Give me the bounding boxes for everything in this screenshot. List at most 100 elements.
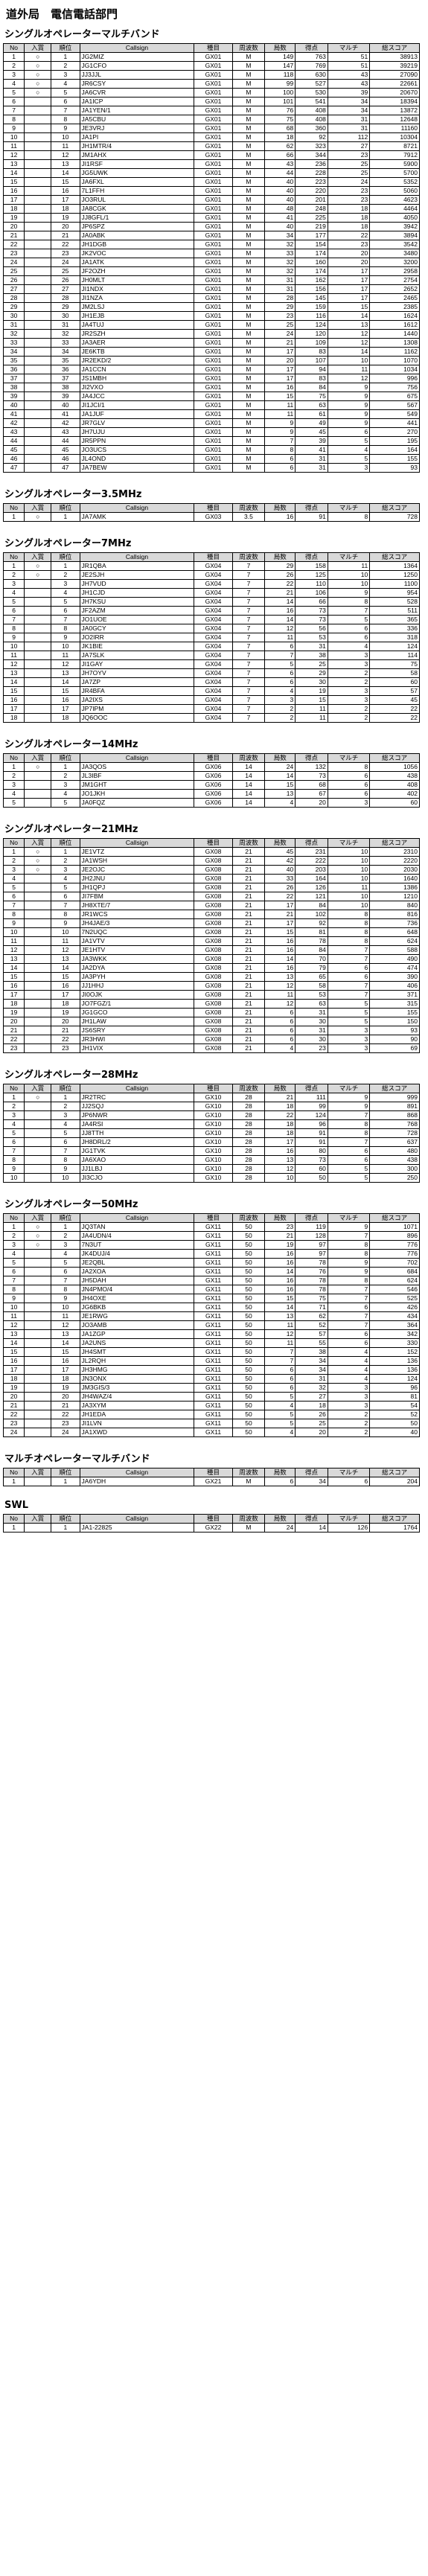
award-cell (24, 780, 52, 790)
qso-cell: 14 (264, 1303, 296, 1312)
award-cell (24, 615, 52, 624)
rank-cell: 4 (51, 789, 80, 799)
column-header: No (2, 1468, 25, 1477)
score-cell: 1056 (369, 762, 420, 772)
multi-cell: 8 (327, 762, 371, 772)
qso-cell: 147 (264, 61, 296, 71)
qso-cell: 32 (264, 266, 296, 276)
rank-cell: 1 (51, 847, 80, 857)
points-cell: 132 (295, 762, 328, 772)
frequency-cell: 14 (231, 789, 266, 799)
class-cell: GX10 (194, 1164, 233, 1174)
frequency-cell: 21 (231, 990, 266, 1000)
qso-cell: 11 (264, 1338, 296, 1348)
class-cell: GX10 (194, 1155, 233, 1165)
table-row: 10 10 JA1PI GX01 M 18 92 112 10304 (2, 132, 420, 142)
award-cell (24, 106, 52, 115)
frequency-cell: 50 (231, 1428, 266, 1437)
callsign-cell: JP6NWR (79, 1110, 195, 1120)
rank-cell: 34 (51, 347, 80, 357)
multi-cell: 51 (327, 52, 371, 62)
qso-cell: 24 (264, 1523, 296, 1533)
rank-cell: 15 (51, 177, 80, 187)
no-cell: 21 (2, 231, 25, 240)
award-cell (24, 1374, 52, 1384)
award-cell (24, 293, 52, 303)
multi-cell: 5 (327, 436, 371, 446)
multi-cell: 9 (327, 1258, 371, 1268)
no-cell: 8 (2, 1285, 25, 1294)
multi-cell: 5 (327, 1164, 371, 1174)
results-table: No 入賞 順位 Callsign 種目 周波数 局数 得点 マルチ 総スコア 1 ○ 1 JR1QBA G… (2, 552, 420, 723)
award-cell (24, 927, 52, 937)
frequency-cell: 7 (231, 561, 266, 571)
rank-cell: 46 (51, 454, 80, 464)
callsign-cell: JH4WAZ/4 (79, 1392, 195, 1402)
frequency-cell: M (231, 124, 266, 133)
award-cell (24, 1410, 52, 1419)
multi-cell: 6 (327, 972, 371, 982)
table-row: 19 19 JJ8GFL/1 GX01 M 41 225 18 4050 (2, 213, 420, 223)
callsign-cell: JH5DAH (79, 1276, 195, 1285)
callsign-cell: JA6FXL (79, 177, 195, 187)
multi-cell: 8 (327, 512, 371, 522)
points-cell: 248 (295, 204, 328, 214)
frequency-cell: 50 (231, 1285, 266, 1294)
qso-cell: 14 (264, 771, 296, 781)
class-cell: GX11 (194, 1258, 233, 1268)
points-cell: 156 (295, 284, 328, 294)
callsign-cell: JA1ATK (79, 258, 195, 267)
no-cell: 18 (2, 999, 25, 1009)
callsign-cell: 7N3UT (79, 1240, 195, 1250)
rank-cell: 2 (51, 570, 80, 580)
multi-cell: 22 (327, 231, 371, 240)
table-row: 1 1 JA1-22825 GX22 M 24 14 126 1764 (2, 1523, 420, 1533)
frequency-cell: M (231, 374, 266, 383)
score-cell: 364 (369, 1320, 420, 1330)
class-cell: GX21 (194, 1477, 233, 1486)
class-cell: GX08 (194, 874, 233, 883)
no-cell: 15 (2, 972, 25, 982)
rank-cell: 45 (51, 445, 80, 455)
qso-cell: 16 (264, 1285, 296, 1294)
points-cell: 26 (295, 1410, 328, 1419)
callsign-cell: JA4UDN/4 (79, 1231, 195, 1241)
class-cell: GX01 (194, 266, 233, 276)
callsign-cell: JA1VTV (79, 936, 195, 946)
class-cell: GX10 (194, 1093, 233, 1102)
multi-cell: 23 (327, 240, 371, 249)
award-cell (24, 186, 52, 196)
points-cell: 83 (295, 347, 328, 357)
multi-cell: 12 (327, 374, 371, 383)
points-cell: 124 (295, 1110, 328, 1120)
frequency-cell: 14 (231, 771, 266, 781)
callsign-cell: JA2UNS (79, 1338, 195, 1348)
points-cell: 15 (295, 695, 328, 705)
table-row: 1 ○ 1 JA3QOS GX06 14 24 132 8 1056 (2, 762, 420, 772)
points-cell: 527 (295, 79, 328, 89)
qso-cell: 14 (264, 954, 296, 964)
column-header: 得点 (295, 1084, 328, 1093)
award-cell: ○ (24, 1222, 52, 1232)
rank-cell: 9 (51, 1294, 80, 1303)
no-cell: 31 (2, 320, 25, 330)
frequency-cell: 7 (231, 597, 266, 607)
frequency-cell: 21 (231, 865, 266, 875)
multi-cell: 6 (327, 1329, 371, 1339)
callsign-cell: JH7VUD (79, 579, 195, 589)
class-cell: GX11 (194, 1365, 233, 1375)
column-header: 種目 (194, 503, 233, 513)
column-header: 種目 (194, 552, 233, 562)
callsign-cell: JH1EJB (79, 311, 195, 321)
rank-cell: 1 (51, 1222, 80, 1232)
class-cell: GX11 (194, 1428, 233, 1437)
rank-cell: 12 (51, 1320, 80, 1330)
class-cell: GX04 (194, 588, 233, 598)
table-row: 23 23 JK2VOC GX01 M 33 174 20 3480 (2, 249, 420, 258)
qso-cell: 17 (264, 901, 296, 910)
rank-cell: 33 (51, 338, 80, 348)
frequency-cell: M (231, 400, 266, 410)
column-header: マルチ (327, 838, 371, 848)
score-cell: 728 (369, 1128, 420, 1138)
section-title: シングルオペレーター14MHz (4, 739, 138, 750)
